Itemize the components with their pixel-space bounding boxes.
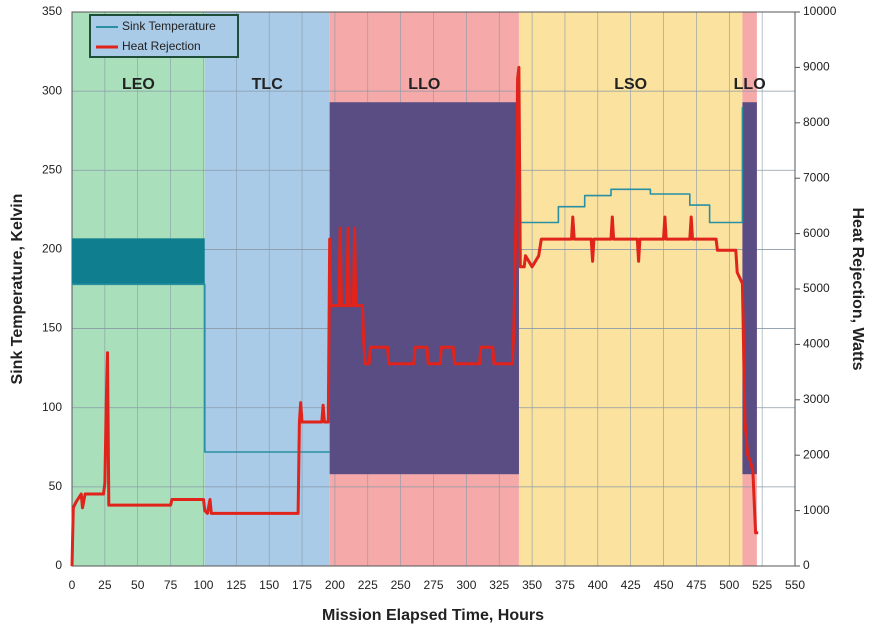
y-tick-label: 100	[42, 400, 62, 414]
x-tick-label: 475	[686, 578, 706, 592]
y-tick-label: 0	[55, 558, 62, 572]
region-label: LLO	[734, 76, 766, 93]
x-tick-label: 175	[292, 578, 312, 592]
y2-tick-label: 10000	[803, 4, 837, 18]
y2-tick-label: 7000	[803, 170, 830, 184]
legend-label: Heat Rejection	[122, 39, 201, 53]
phase-region	[204, 12, 330, 566]
x-tick-label: 425	[621, 578, 641, 592]
region-label: TLC	[252, 76, 284, 93]
x-tick-label: 200	[325, 578, 345, 592]
plot-frame	[71, 11, 796, 567]
x-tick-label: 50	[131, 578, 145, 592]
x-tick-label: 375	[555, 578, 575, 592]
series-line	[72, 107, 744, 453]
x-tick-label: 450	[654, 578, 674, 592]
region-label: LLO	[408, 76, 440, 93]
x-tick-label: 0	[69, 578, 76, 592]
x-tick-label: 325	[489, 578, 509, 592]
x-tick-label: 100	[193, 578, 213, 592]
y-tick-label: 200	[42, 242, 62, 256]
x-tick-label: 125	[226, 578, 246, 592]
y-tick-label: 350	[42, 4, 62, 18]
x-tick-label: 225	[358, 578, 378, 592]
region-label: LEO	[122, 76, 155, 93]
x-tick-label: 350	[522, 578, 542, 592]
oscillation-band	[742, 102, 757, 475]
legend-label: Sink Temperature	[122, 19, 216, 33]
y2-tick-label: 5000	[803, 281, 830, 295]
y2-tick-label: 4000	[803, 337, 830, 351]
y-tick-label: 250	[42, 162, 62, 176]
y2-tick-label: 1000	[803, 503, 830, 517]
y-axis-title: Sink Temperature, Kelvin	[9, 194, 26, 385]
y-tick-label: 300	[42, 83, 62, 97]
y2-tick-label: 9000	[803, 60, 830, 74]
x-tick-label: 275	[423, 578, 443, 592]
phase-region	[72, 12, 205, 566]
x-tick-label: 500	[719, 578, 739, 592]
x-tick-label: 250	[391, 578, 411, 592]
x-tick-label: 550	[785, 578, 805, 592]
y2-tick-label: 6000	[803, 226, 830, 240]
y2-tick-label: 2000	[803, 447, 830, 461]
oscillation-band	[329, 102, 519, 475]
x-tick-label: 25	[98, 578, 112, 592]
x-tick-label: 150	[259, 578, 279, 592]
y2-tick-label: 8000	[803, 115, 830, 129]
x-tick-label: 400	[588, 578, 608, 592]
y-tick-label: 50	[49, 479, 63, 493]
x-tick-label: 300	[456, 578, 476, 592]
y2-tick-label: 0	[803, 558, 810, 572]
region-label: LSO	[614, 76, 647, 93]
x-axis-title: Mission Elapsed Time, Hours	[322, 607, 544, 624]
x-tick-label: 75	[164, 578, 178, 592]
y2-tick-label: 3000	[803, 392, 830, 406]
oscillation-band	[72, 238, 205, 285]
y-tick-label: 150	[42, 321, 62, 335]
legend-box	[89, 14, 239, 58]
x-tick-label: 525	[752, 578, 772, 592]
y2-axis-title: Heat Rejection, Watts	[849, 208, 866, 371]
series-line	[70, 65, 759, 567]
